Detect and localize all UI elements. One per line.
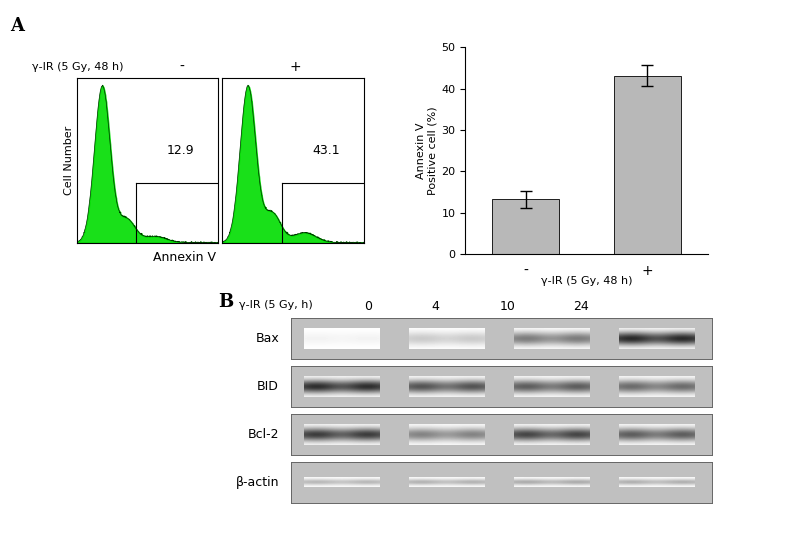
Text: -: - (180, 60, 184, 74)
Bar (493, 199, 559, 254)
Text: Bcl-2: Bcl-2 (248, 428, 279, 441)
Text: γ-IR (5 Gy, h): γ-IR (5 Gy, h) (239, 300, 312, 310)
Text: γ-IR (5 Gy, 48 h): γ-IR (5 Gy, 48 h) (32, 62, 124, 72)
Y-axis label: Cell Number: Cell Number (64, 126, 74, 195)
Text: Annexin V: Annexin V (153, 251, 216, 264)
Text: 4: 4 (431, 300, 439, 313)
Text: β-actin: β-actin (235, 476, 279, 489)
Text: 0: 0 (364, 300, 372, 313)
Text: BID: BID (257, 380, 279, 393)
Text: A: A (10, 17, 23, 35)
Bar (614, 75, 680, 254)
Text: B: B (218, 293, 234, 311)
Y-axis label: Annexin V
Positive cell (%): Annexin V Positive cell (%) (416, 107, 437, 195)
Text: Bax: Bax (256, 332, 279, 345)
Text: 43.1: 43.1 (312, 144, 340, 157)
Text: +: + (290, 60, 301, 74)
Text: 24: 24 (573, 300, 589, 313)
Text: 12.9: 12.9 (167, 144, 194, 157)
Text: 10: 10 (500, 300, 516, 313)
Text: γ-IR (5 Gy, 48 h): γ-IR (5 Gy, 48 h) (540, 276, 633, 286)
